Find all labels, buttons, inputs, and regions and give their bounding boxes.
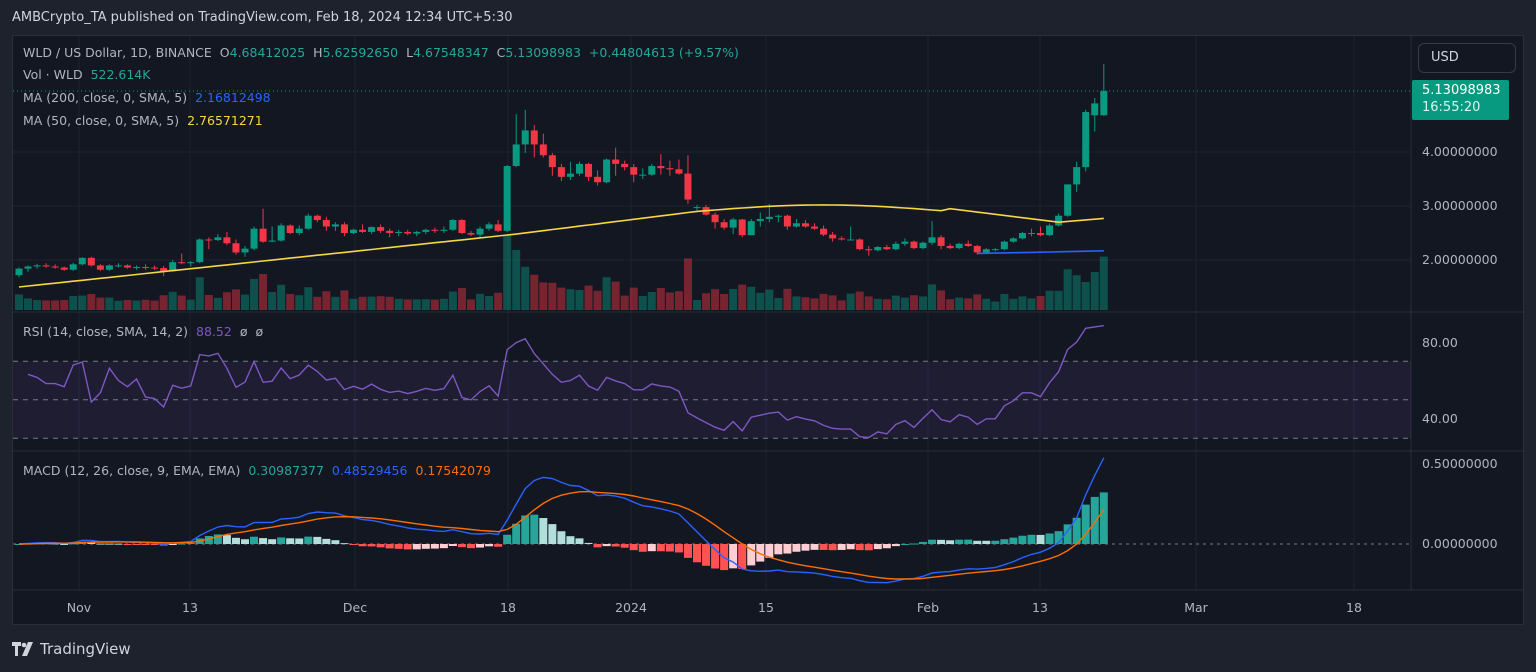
volume-value: 522.614K xyxy=(90,67,151,82)
time-axis-label: 13 xyxy=(1032,600,1048,615)
time-axis-label: 15 xyxy=(758,600,774,615)
ma200-legend: MA (200, close, 0, SMA, 5) 2.16812498 xyxy=(23,90,271,105)
rsi-legend: RSI (14, close, SMA, 14, 2) 88.52 ø ø xyxy=(23,324,264,339)
change-value: +0.44804613 (+9.57%) xyxy=(588,45,739,60)
macd-legend: MACD (12, 26, close, 9, EMA, EMA) 0.3098… xyxy=(23,463,491,478)
macd-line-value: 0.48529456 xyxy=(331,463,408,478)
symbol-legend: WLD / US Dollar, 1D, BINANCE O4.68412025… xyxy=(23,45,739,60)
last-price: 5.13098983 xyxy=(1422,83,1501,98)
price-axis-label: 3.00000000 xyxy=(1422,198,1498,213)
volume-legend: Vol · WLD 522.614K xyxy=(23,67,151,82)
macd-hist-value: 0.30987377 xyxy=(248,463,324,478)
ma50-value: 2.76571271 xyxy=(187,113,263,128)
price-axis-label: 4.00000000 xyxy=(1422,144,1498,159)
currency-button[interactable]: USD xyxy=(1418,43,1516,73)
ma200-value: 2.16812498 xyxy=(195,90,271,105)
publish-info: AMBCrypto_TA published on TradingView.co… xyxy=(12,10,513,25)
high-value: 5.62592650 xyxy=(322,45,399,60)
time-axis-label: Feb xyxy=(916,600,940,615)
bar-countdown: 16:55:20 xyxy=(1422,100,1481,115)
chart-frame[interactable] xyxy=(12,35,1524,625)
time-axis-label: 2024 xyxy=(615,600,647,615)
rsi-value: 88.52 xyxy=(196,324,232,339)
time-axis-label: Dec xyxy=(342,600,368,615)
close-value: 5.13098983 xyxy=(505,45,581,60)
macd-axis-label: 0.50000000 xyxy=(1422,456,1498,471)
rsi-axis-label: 80.00 xyxy=(1422,335,1458,350)
low-value: 4.67548347 xyxy=(413,45,489,60)
rsi-axis-label: 40.00 xyxy=(1422,411,1458,426)
time-axis-label: Nov xyxy=(66,600,92,615)
tradingview-logo[interactable]: TradingView xyxy=(12,640,131,658)
time-axis-label: 13 xyxy=(182,600,198,615)
macd-axis-label: 0.00000000 xyxy=(1422,536,1498,551)
time-axis-label: 18 xyxy=(1346,600,1362,615)
open-value: 4.68412025 xyxy=(229,45,306,60)
time-axis-label: 18 xyxy=(500,600,516,615)
brand-name: TradingView xyxy=(40,640,131,658)
macd-signal-value: 0.17542079 xyxy=(415,463,491,478)
tradingview-logo-icon xyxy=(12,642,33,656)
ma50-legend: MA (50, close, 0, SMA, 5) 2.76571271 xyxy=(23,113,263,128)
price-axis-label: 2.00000000 xyxy=(1422,252,1498,267)
last-price-tag: 5.13098983 16:55:20 xyxy=(1412,80,1509,120)
time-axis-label: Mar xyxy=(1184,600,1208,615)
symbol-title: WLD / US Dollar, 1D, BINANCE xyxy=(23,45,212,60)
